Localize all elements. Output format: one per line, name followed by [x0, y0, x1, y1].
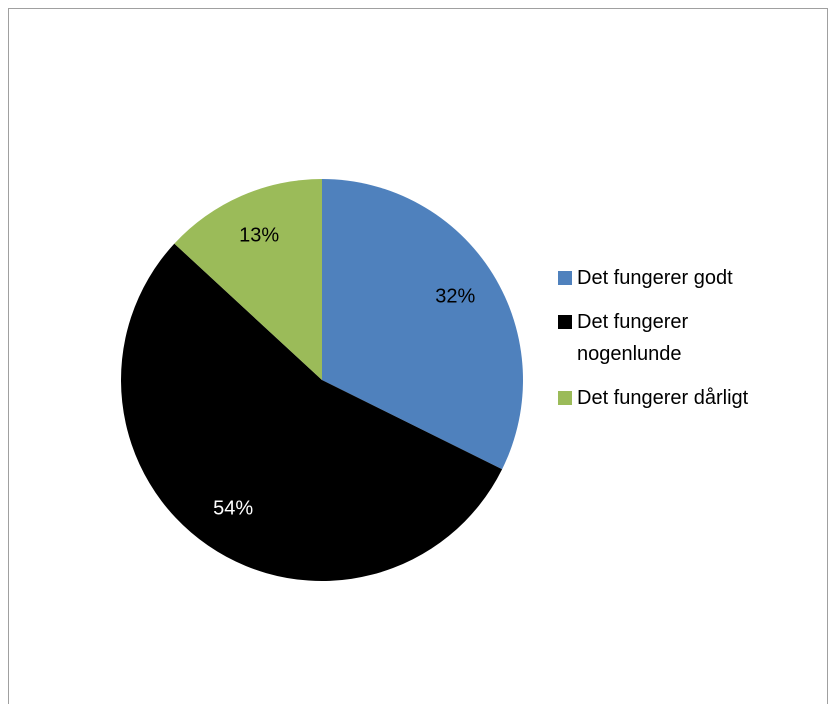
data-label: 32%	[435, 286, 475, 308]
legend-swatch	[558, 315, 572, 329]
legend-label: Det fungerer godt	[577, 267, 733, 289]
pie-slice	[174, 179, 322, 380]
data-label: 54%	[213, 497, 253, 519]
legend-item: Det fungerer nogenlunde	[556, 306, 796, 370]
legend-label: Det fungerer nogenlunde	[577, 311, 689, 365]
legend-swatch	[558, 391, 572, 405]
legend-item: Det fungerer godt	[556, 262, 796, 294]
data-label: 13%	[239, 225, 279, 247]
legend: Det fungerer godt Det fungerer nogenlunde…	[556, 262, 796, 426]
legend-swatch	[558, 271, 572, 285]
legend-label: Det fungerer dårligt	[577, 387, 749, 409]
legend-item: Det fungerer dårligt	[556, 382, 796, 414]
pie-slice	[121, 243, 503, 581]
pie-slice	[322, 179, 523, 470]
